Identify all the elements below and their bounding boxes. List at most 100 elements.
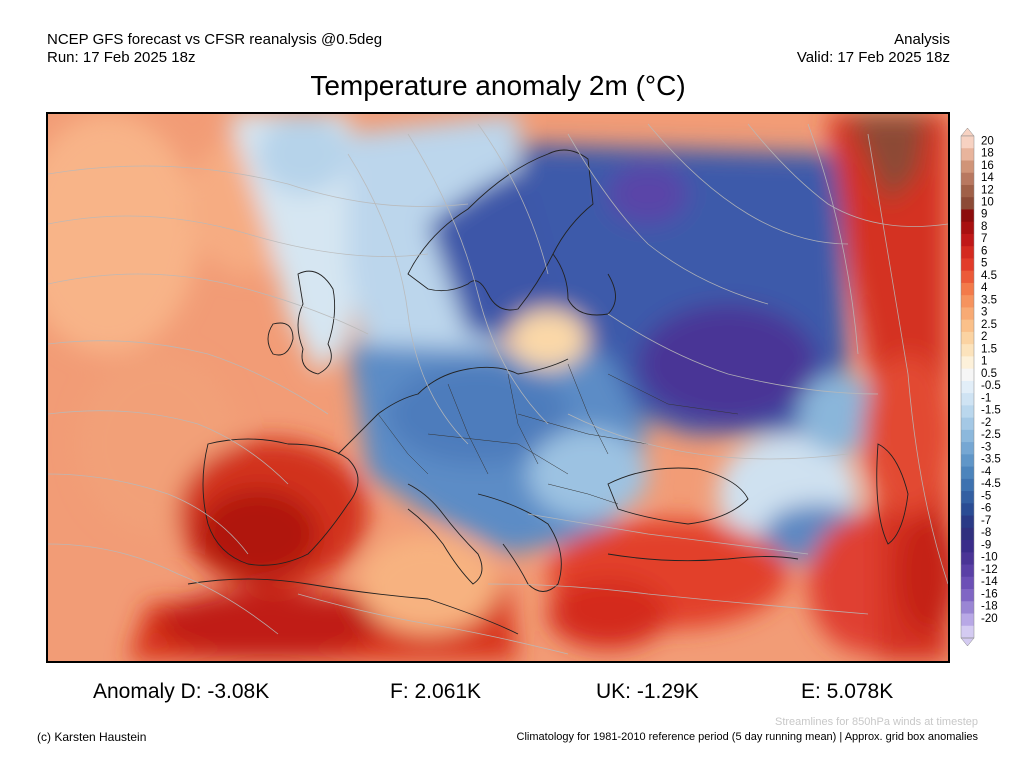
colorbar-swatch	[961, 625, 974, 639]
colorbar-tick-label: -8	[981, 527, 991, 539]
colorbar-tick-label: 1	[981, 356, 987, 368]
anomaly-map	[46, 112, 950, 663]
colorbar-swatch	[961, 221, 974, 235]
colorbar-tick-label: 10	[981, 197, 994, 209]
colorbar-tick-label: -5	[981, 490, 991, 502]
colorbar-swatch	[961, 258, 974, 272]
colorbar-swatch	[961, 209, 974, 223]
stat-anomaly-spain: E: 5.078K	[801, 680, 894, 703]
colorbar-swatch	[961, 454, 974, 468]
run-time: Run: 17 Feb 2025 18z	[47, 49, 196, 66]
colorbar-swatch	[961, 576, 974, 590]
colorbar-tick-label: 12	[981, 184, 994, 196]
colorbar-swatch	[961, 491, 974, 504]
colorbar-swatch	[961, 417, 974, 431]
colorbar-swatch	[961, 478, 974, 492]
colorbar-swatch	[961, 282, 974, 296]
colorbar-tick-label: -20	[981, 613, 998, 625]
colorbar-swatch	[961, 589, 974, 602]
colorbar-swatch	[961, 148, 974, 161]
colorbar-frame	[960, 135, 975, 639]
colorbar-swatch	[961, 319, 974, 333]
map-title: Temperature anomaly 2m (°C)	[310, 70, 686, 101]
colorbar-bottom-arrow	[960, 637, 975, 647]
colorbar-tick-label: 5	[981, 258, 987, 270]
copyright: (c) Karsten Haustein	[37, 730, 147, 744]
colorbar-tick-label: -9	[981, 539, 991, 551]
colorbar-swatch	[961, 527, 974, 541]
colorbar-swatch	[961, 295, 974, 308]
colorbar-swatch	[961, 405, 974, 419]
stat-anomaly-uk: UK: -1.29K	[596, 680, 699, 703]
colorbar-tick-label: 7	[981, 233, 987, 245]
colorbar-tick-label: -4	[981, 466, 992, 478]
streamlines-note: Streamlines for 850hPa winds at timestep	[775, 716, 978, 728]
colorbar-tick-label: -14	[981, 576, 998, 588]
colorbar-tick-label: 3.5	[981, 294, 997, 306]
colorbar-swatch	[961, 540, 974, 553]
colorbar-tick-label: -0.5	[981, 380, 1001, 392]
run-info: NCEP GFS forecast vs CFSR reanalysis @0.…	[47, 31, 382, 67]
colorbar-swatch	[961, 515, 974, 529]
colorbar-swatch	[961, 613, 974, 627]
colorbar-tick-label: 6	[981, 245, 987, 257]
colorbar-tick-label: 2	[981, 331, 987, 343]
colorbar-swatch	[961, 466, 974, 480]
colorbar-swatch	[961, 442, 974, 455]
colorbar-tick-label: 14	[981, 172, 994, 184]
colorbar-swatch	[961, 246, 974, 259]
colorbar-swatch	[961, 601, 974, 615]
colorbar-tick-label: -4.5	[981, 478, 1001, 490]
colorbar-top-arrow	[960, 128, 975, 137]
colorbar-swatch	[961, 344, 974, 357]
analysis-label: Analysis	[894, 31, 950, 48]
colorbar-tick-label: -3.5	[981, 454, 1001, 466]
colorbar-tick-label: -3	[981, 441, 991, 453]
wind-streamlines	[48, 123, 948, 655]
coastlines	[187, 149, 909, 635]
colorbar-tick-label: -1.5	[981, 405, 1001, 417]
anomaly-field	[48, 114, 948, 661]
anomaly-stats: Anomaly D: -3.08K F: 2.061K UK: -1.29K E…	[0, 680, 1024, 706]
colorbar-swatch	[961, 393, 974, 406]
colorbar-swatch	[961, 233, 974, 247]
country-borders	[377, 363, 739, 505]
colorbar-legend: 201816141210987654.543.532.521.510.5-0.5…	[960, 128, 1001, 647]
colorbar-tick-label: -6	[981, 503, 991, 515]
colorbar-swatch	[961, 184, 974, 198]
colorbar-swatch	[961, 356, 974, 370]
colorbar-swatch	[961, 136, 974, 149]
colorbar-swatch	[961, 503, 974, 517]
colorbar-swatch	[961, 307, 974, 321]
colorbar-tick-label: -10	[981, 552, 998, 564]
anomaly-map-graphic	[48, 114, 948, 661]
colorbar-tick-label: -2.5	[981, 429, 1001, 441]
colorbar-swatch	[961, 552, 974, 566]
colorbar-swatch	[961, 429, 974, 443]
colorbar-tick-label: 4.5	[981, 270, 997, 282]
colorbar-tick-label: 20	[981, 135, 994, 147]
colorbar-tick-label: -1	[981, 392, 991, 404]
colorbar-swatch	[961, 564, 974, 578]
colorbar-swatch	[961, 197, 974, 210]
colorbar-tick-label: 18	[981, 148, 994, 160]
colorbar-swatch	[961, 172, 974, 186]
colorbar-tick-label: 8	[981, 221, 987, 233]
colorbar-swatch	[961, 160, 974, 174]
colorbar-swatch	[961, 380, 974, 394]
colorbar-tick-label: 3	[981, 307, 987, 319]
colorbar-tick-label: -12	[981, 564, 998, 576]
colorbar-tick-label: -2	[981, 417, 991, 429]
stat-anomaly-france: F: 2.061K	[390, 680, 482, 703]
colorbar-tick-label: 9	[981, 209, 987, 221]
model-description: NCEP GFS forecast vs CFSR reanalysis @0.…	[47, 31, 383, 48]
colorbar-swatch	[961, 331, 974, 345]
colorbar-tick-label: 0.5	[981, 368, 997, 380]
colorbar-tick-label: 1.5	[981, 343, 997, 355]
colorbar-swatch	[961, 270, 974, 284]
colorbar-tick-label: 2.5	[981, 319, 997, 331]
valid-time: Valid: 17 Feb 2025 18z	[796, 49, 950, 66]
colorbar-tick-label: -16	[981, 588, 998, 600]
colorbar-tick-label: -7	[981, 515, 991, 527]
colorbar-tick-label: 4	[981, 282, 988, 294]
